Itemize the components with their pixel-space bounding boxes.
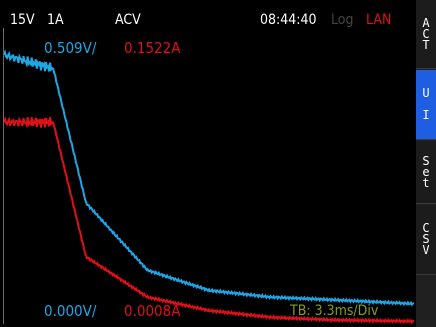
current-trace bbox=[4, 116, 415, 324]
softkey-csv[interactable]: C S V bbox=[416, 205, 436, 275]
softkey-set[interactable]: S e t bbox=[416, 141, 436, 204]
measurement-mode: ACV bbox=[115, 12, 141, 28]
softkey-ui[interactable]: U I bbox=[416, 70, 436, 140]
voltage-trace bbox=[4, 49, 415, 307]
softkey-act-label: A C T bbox=[422, 15, 430, 52]
voltage-scale-top: 0.509V/ bbox=[44, 39, 97, 57]
trace-graph bbox=[4, 49, 415, 324]
softkey-ui-label: U I bbox=[422, 86, 430, 122]
softkey-set-label: S e t bbox=[422, 153, 430, 190]
softkey-act[interactable]: A C T bbox=[416, 0, 436, 69]
log-indicator: Log bbox=[331, 12, 354, 28]
voltage-scale-bottom: 0.000V/ bbox=[44, 302, 97, 320]
plot-area: 0.509V/ 0.1522A 0.000V/ 0.0008A TB: 3.3m… bbox=[3, 28, 417, 324]
softkey-bar: A C T U I S e t C S V bbox=[416, 0, 436, 327]
status-bar: 15V 1A ACV 08:44:40 Log LAN bbox=[0, 0, 415, 28]
current-scale-bottom: 0.0008A bbox=[124, 302, 181, 320]
lan-indicator: LAN bbox=[366, 12, 392, 28]
timebase-label: TB: 3.3ms/Div bbox=[290, 303, 379, 319]
current-scale-top: 0.1522A bbox=[124, 39, 181, 57]
voltage-range: 15V bbox=[10, 12, 35, 28]
clock-time: 08:44:40 bbox=[260, 12, 317, 28]
current-range: 1A bbox=[47, 12, 64, 28]
softkey-csv-label: C S V bbox=[422, 221, 430, 257]
